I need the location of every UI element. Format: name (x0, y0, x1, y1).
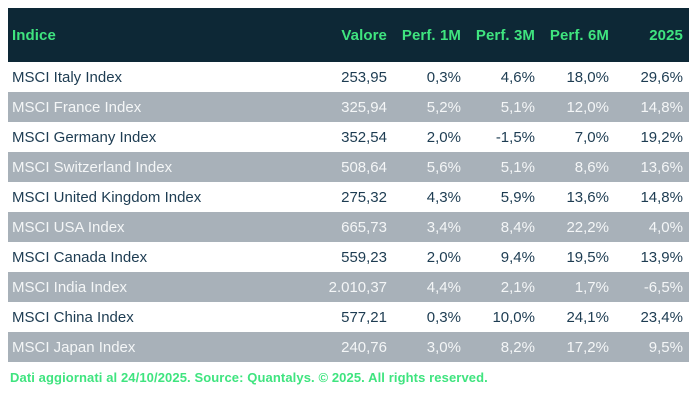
perf-2025: 19,2% (640, 128, 683, 146)
perf-6m: 18,0% (566, 68, 609, 86)
table-row-france: MSCI France Index 325,94 5,2% 5,1% 12,0%… (8, 92, 689, 122)
index-name: MSCI Japan Index (12, 338, 136, 356)
perf-3m: 10,0% (492, 308, 535, 326)
perf-1m: 2,0% (426, 128, 461, 146)
perf-3m: 8,2% (500, 338, 535, 356)
perf-1m: 5,6% (426, 158, 461, 176)
index-value: 577,21 (341, 308, 387, 326)
perf-2025: 14,8% (640, 188, 683, 206)
perf-1m: 0,3% (426, 68, 461, 86)
index-name: MSCI Italy Index (12, 68, 123, 86)
index-value: 325,94 (341, 98, 387, 116)
perf-2025: 4,0% (648, 218, 683, 236)
index-performance-widget: Indice Valore Perf. 1M Perf. 3M Perf. 6M… (8, 8, 689, 385)
footer-note: Dati aggiornati al 24/10/2025. Source: Q… (10, 370, 488, 385)
index-name: MSCI United Kingdom Index (12, 188, 202, 206)
col-header-perf-6m: Perf. 6M (541, 8, 615, 62)
col-header-indice: Indice (8, 8, 313, 62)
index-value: 665,73 (341, 218, 387, 236)
col-header-valore: Valore (313, 8, 393, 62)
table-row-usa: MSCI USA Index 665,73 3,4% 8,4% 22,2% 4,… (8, 212, 689, 242)
col-header-2025: 2025 (615, 8, 689, 62)
index-value: 352,54 (341, 128, 387, 146)
perf-3m: 9,4% (500, 248, 535, 266)
perf-6m: 22,2% (566, 218, 609, 236)
index-value: 508,64 (341, 158, 387, 176)
index-name: MSCI USA Index (12, 218, 125, 236)
table-row-germany: MSCI Germany Index 352,54 2,0% -1,5% 7,0… (8, 122, 689, 152)
perf-6m: 1,7% (574, 278, 609, 296)
perf-1m: 4,4% (426, 278, 461, 296)
index-value: 240,76 (341, 338, 387, 356)
perf-6m: 24,1% (566, 308, 609, 326)
index-name: MSCI France Index (12, 98, 142, 116)
index-value: 2.010,37 (328, 278, 387, 296)
perf-1m: 2,0% (426, 248, 461, 266)
perf-6m: 7,0% (574, 128, 609, 146)
table-header-row: Indice Valore Perf. 1M Perf. 3M Perf. 6M… (8, 8, 689, 62)
index-name: MSCI India Index (12, 278, 128, 296)
perf-1m: 0,3% (426, 308, 461, 326)
index-performance-table: Indice Valore Perf. 1M Perf. 3M Perf. 6M… (8, 8, 689, 362)
index-value: 253,95 (341, 68, 387, 86)
index-value: 559,23 (341, 248, 387, 266)
perf-6m: 12,0% (566, 98, 609, 116)
perf-3m: -1,5% (495, 128, 535, 146)
index-name: MSCI China Index (12, 308, 134, 326)
perf-6m: 13,6% (566, 188, 609, 206)
perf-2025: 14,8% (640, 98, 683, 116)
perf-3m: 2,1% (500, 278, 535, 296)
table-row-switzerland: MSCI Switzerland Index 508,64 5,6% 5,1% … (8, 152, 689, 182)
table-row-india: MSCI India Index 2.010,37 4,4% 2,1% 1,7%… (8, 272, 689, 302)
col-header-perf-1m: Perf. 1M (393, 8, 467, 62)
perf-3m: 4,6% (500, 68, 535, 86)
perf-1m: 3,4% (426, 218, 461, 236)
perf-2025: -6,5% (643, 278, 683, 296)
index-name: MSCI Germany Index (12, 128, 157, 146)
table-row-china: MSCI China Index 577,21 0,3% 10,0% 24,1%… (8, 302, 689, 332)
index-name: MSCI Switzerland Index (12, 158, 173, 176)
perf-6m: 17,2% (566, 338, 609, 356)
table-row-japan: MSCI Japan Index 240,76 3,0% 8,2% 17,2% … (8, 332, 689, 362)
perf-2025: 9,5% (648, 338, 683, 356)
perf-1m: 4,3% (426, 188, 461, 206)
perf-6m: 8,6% (574, 158, 609, 176)
col-header-perf-3m: Perf. 3M (467, 8, 541, 62)
perf-2025: 13,6% (640, 158, 683, 176)
perf-3m: 5,1% (500, 158, 535, 176)
perf-1m: 5,2% (426, 98, 461, 116)
perf-6m: 19,5% (566, 248, 609, 266)
perf-2025: 23,4% (640, 308, 683, 326)
table-row-italy: MSCI Italy Index 253,95 0,3% 4,6% 18,0% … (8, 62, 689, 92)
perf-3m: 5,9% (500, 188, 535, 206)
perf-2025: 13,9% (640, 248, 683, 266)
perf-2025: 29,6% (640, 68, 683, 86)
index-name: MSCI Canada Index (12, 248, 148, 266)
perf-1m: 3,0% (426, 338, 461, 356)
table-row-canada: MSCI Canada Index 559,23 2,0% 9,4% 19,5%… (8, 242, 689, 272)
index-value: 275,32 (341, 188, 387, 206)
table-row-united-kingdom: MSCI United Kingdom Index 275,32 4,3% 5,… (8, 182, 689, 212)
perf-3m: 5,1% (500, 98, 535, 116)
perf-3m: 8,4% (500, 218, 535, 236)
